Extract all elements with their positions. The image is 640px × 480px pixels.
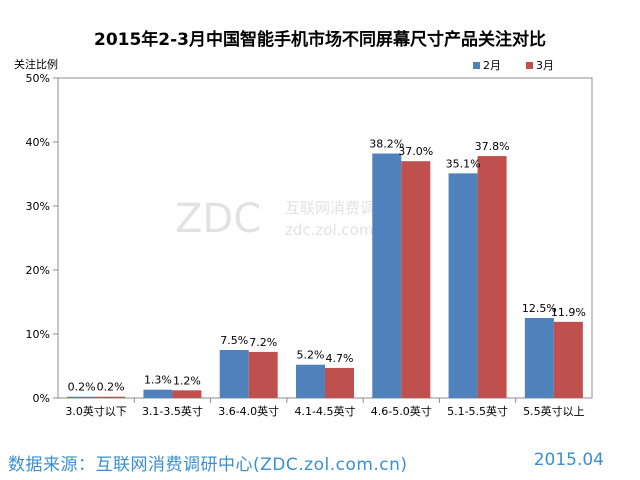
watermark-logo: ZDC [175,196,261,242]
bar-value-label: 4.7% [326,352,354,365]
legend: 2月 3月 [473,59,554,72]
bar-value-label: 12.5% [522,302,557,315]
legend-swatch [526,62,533,69]
bar-value-label: 7.5% [220,334,248,347]
bar-value-label: 0.2% [68,381,96,394]
bar-value-label: 7.2% [249,336,277,349]
x-tick-label: 4.6-5.0英寸 [371,404,432,418]
y-axis-label: 关注比例 [14,57,58,71]
bar [524,318,554,398]
y-axis: 0% 10% 20% 30% 40% 50% [26,72,593,405]
bar [96,396,126,398]
y-tick-label: 30% [26,200,50,213]
bar-value-label: 5.2% [297,349,325,362]
bar [219,350,249,398]
watermark-url: zdc.zol.com.cn [285,221,396,239]
source-text: 数据来源：互联网消费调研中心(ZDC.zol.com.cn) [8,455,408,475]
bar [67,396,97,398]
bar-value-label: 38.2% [369,138,404,151]
bar-value-label: 1.3% [144,374,172,387]
bar [296,364,325,398]
bar-value-label: 35.1% [446,157,481,170]
legend-label: 2月 [483,59,501,72]
x-axis: 3.0英寸以下 3.1-3.5英寸 3.6-4.0英寸 4.1-4.5英寸 4.6-5.… [65,398,585,418]
x-tick-label: 5.1-5.5英寸 [447,404,508,418]
y-tick-label: 0% [33,392,50,405]
x-tick-label: 4.1-4.5英寸 [295,404,356,418]
data-labels: 0.2% 0.2%1.3% 1.2%7.5% 7.2%5.2% 4.7%38.2%37.… [68,138,586,394]
bar [172,390,202,398]
bar-value-label: 37.8% [475,140,510,153]
legend-swatch [473,62,480,69]
bar [553,321,583,398]
bar-chart: 2015年2-3月中国智能手机市场不同屏幕尺寸产品关注对比 关注比例 ZDC 互… [14,29,593,418]
bar-value-label: 37.0% [398,145,433,158]
bar [325,367,354,398]
x-tick-label: 3.0英寸以下 [65,404,127,418]
x-tick-label: 3.1-3.5英寸 [142,404,203,418]
x-tick-label: 3.6-4.0英寸 [218,404,279,418]
chart-title: 2015年2-3月中国智能手机市场不同屏幕尺寸产品关注对比 [94,29,546,50]
legend-label: 3月 [536,59,554,72]
bar [448,173,478,398]
bar [401,161,431,398]
bar [477,156,507,398]
x-tick-label: 5.5英寸以上 [523,404,585,418]
bar [248,351,278,398]
bar-value-label: 1.2% [173,374,201,387]
y-tick-label: 20% [26,264,50,277]
footer: 数据来源：互联网消费调研中心(ZDC.zol.com.cn) 2015.04 [0,440,640,480]
bars [67,153,583,398]
bar-value-label: 0.2% [97,381,125,394]
bar [143,389,173,398]
bar-value-label: 11.9% [551,306,586,319]
y-tick-label: 10% [26,328,50,341]
date-text: 2015.04 [533,450,604,470]
y-tick-label: 40% [26,136,50,149]
y-tick-label: 50% [26,72,50,85]
bar [372,153,402,398]
